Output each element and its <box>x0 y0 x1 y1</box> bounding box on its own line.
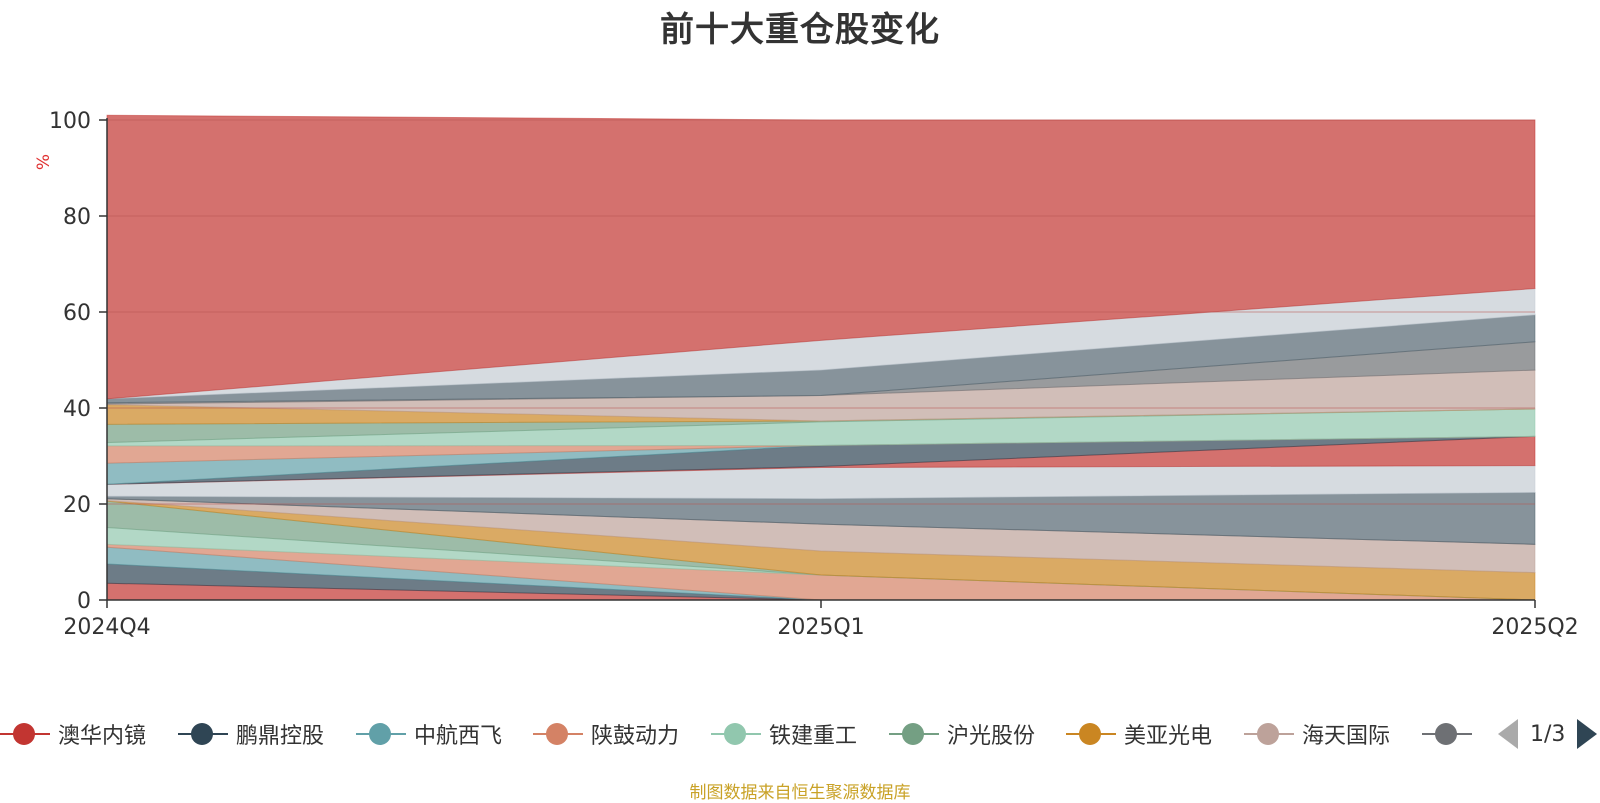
legend-label: 鹏鼎控股 <box>236 724 325 749</box>
legend: 澳华内镜 鹏鼎控股 中航西飞 陕鼓动力 铁建重工 沪光股份 美亚光电 海天国际 <box>0 716 1500 752</box>
legend-prev-page-icon[interactable] <box>1498 719 1518 749</box>
legend-item-5[interactable]: 铁建重工 <box>711 716 857 752</box>
legend-item-1[interactable]: 澳华内镜 <box>0 716 146 752</box>
legend-label: 铁建重工 <box>769 724 858 749</box>
legend-item-2[interactable]: 鹏鼎控股 <box>178 716 324 752</box>
legend-item-9[interactable] <box>1422 716 1480 752</box>
legend-pager: 1/3 <box>1498 716 1598 752</box>
legend-marker-icon <box>178 722 228 746</box>
x-tick-label-2: 2025Q2 <box>1491 615 1578 640</box>
y-tick-label-3: 60 <box>63 301 91 326</box>
y-axis-unit-label: % <box>34 154 54 170</box>
legend-label: 沪光股份 <box>947 724 1036 749</box>
legend-marker-icon <box>1066 722 1116 746</box>
legend-label: 海天国际 <box>1302 724 1391 749</box>
legend-marker-icon <box>356 722 406 746</box>
x-tick-label-0: 2024Q4 <box>63 615 150 640</box>
legend-item-7[interactable]: 美亚光电 <box>1066 716 1212 752</box>
legend-marker-icon <box>1244 722 1294 746</box>
legend-marker-icon <box>711 722 761 746</box>
legend-label: 澳华内镜 <box>58 724 147 749</box>
legend-next-page-icon[interactable] <box>1577 719 1598 749</box>
legend-marker-icon <box>1422 722 1472 746</box>
y-tick-label-0: 0 <box>77 589 91 614</box>
legend-page-indicator: 1/3 <box>1530 721 1566 747</box>
y-tick-label-2: 40 <box>63 397 91 422</box>
chart-title: 前十大重仓股变化 <box>660 10 940 50</box>
source-note: 制图数据来自恒生聚源数据库 <box>689 783 911 803</box>
y-tick-label-1: 20 <box>63 493 91 518</box>
legend-marker-icon <box>533 722 583 746</box>
legend-label: 中航西飞 <box>414 724 503 749</box>
y-tick-label-5: 100 <box>49 109 91 134</box>
legend-marker-icon <box>0 722 50 746</box>
legend-item-6[interactable]: 沪光股份 <box>889 716 1035 752</box>
stacked-areas <box>106 114 1536 601</box>
x-tick-label-1: 2025Q1 <box>777 615 864 640</box>
axes: 0 20 40 60 80 100 2024Q4 2025Q1 2025Q2 <box>49 109 1579 640</box>
legend-label: 美亚光电 <box>1124 724 1213 749</box>
y-tick-label-4: 80 <box>63 205 91 230</box>
grid-lines <box>107 119 1535 505</box>
legend-item-3[interactable]: 中航西飞 <box>356 716 502 752</box>
legend-marker-icon <box>889 722 939 746</box>
legend-label: 陕鼓动力 <box>591 724 680 749</box>
legend-item-4[interactable]: 陕鼓动力 <box>533 716 679 752</box>
legend-item-8[interactable]: 海天国际 <box>1244 716 1390 752</box>
